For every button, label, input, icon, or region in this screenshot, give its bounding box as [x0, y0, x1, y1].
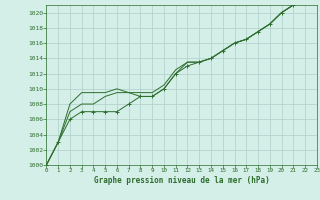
- X-axis label: Graphe pression niveau de la mer (hPa): Graphe pression niveau de la mer (hPa): [94, 176, 269, 185]
